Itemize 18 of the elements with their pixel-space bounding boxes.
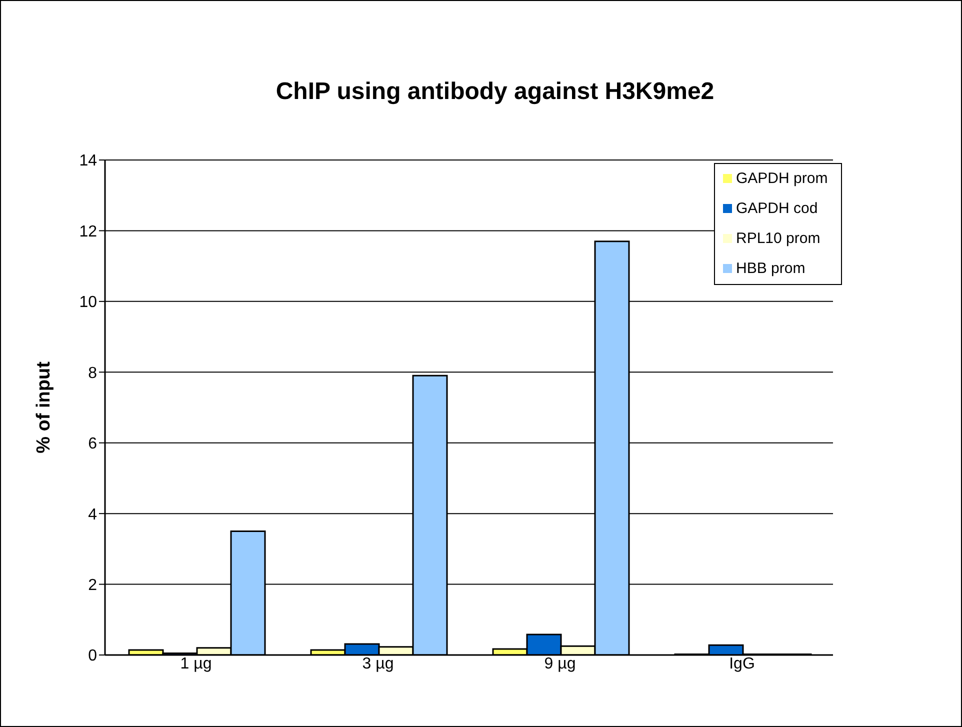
y-tick-label: 0 bbox=[88, 648, 98, 665]
y-tick-label: 10 bbox=[79, 294, 98, 312]
legend-label: GAPDH prom bbox=[736, 170, 828, 187]
x-tick-label: 9 µg bbox=[544, 655, 576, 672]
legend-label: GAPDH cod bbox=[736, 200, 818, 217]
x-tick-label: 1 µg bbox=[180, 655, 212, 672]
chart-title: ChIP using antibody against H3K9me2 bbox=[274, 78, 716, 106]
y-tick-label: 6 bbox=[88, 436, 98, 453]
y-tick-label: 12 bbox=[79, 223, 98, 240]
y-tick-label: 2 bbox=[88, 576, 98, 594]
y-axis-title: % of input bbox=[34, 360, 54, 454]
x-tick-label: 3 µg bbox=[362, 655, 394, 672]
y-tick-label: 14 bbox=[79, 152, 98, 170]
legend-label: HBB prom bbox=[736, 260, 806, 277]
y-tick-label: 8 bbox=[88, 364, 98, 382]
x-tick-label: IgG bbox=[729, 655, 755, 672]
legend-label: RPL10 prom bbox=[736, 230, 820, 247]
y-tick-label: 4 bbox=[88, 506, 98, 524]
